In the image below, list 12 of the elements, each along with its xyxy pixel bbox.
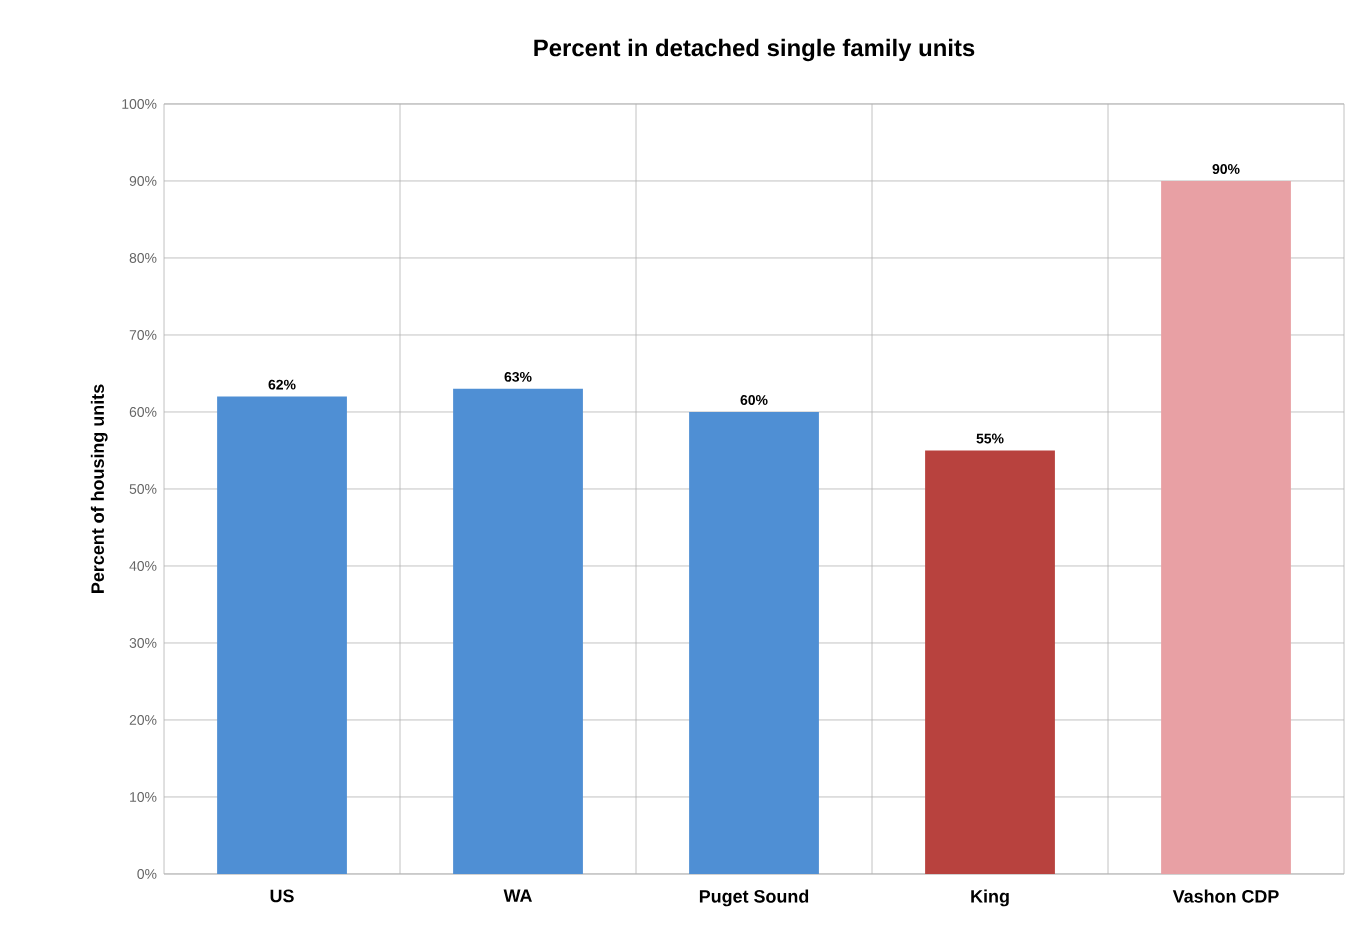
y-axis-title: Percent of housing units <box>90 384 108 593</box>
x-tick-label: US <box>270 889 294 903</box>
x-tick-label: Vashon CDP <box>1172 889 1279 903</box>
bar <box>1161 180 1291 874</box>
bar <box>925 450 1055 874</box>
bar <box>689 411 819 874</box>
x-tick-label: WA <box>503 889 532 902</box>
chart-title: Percent in detached single family units <box>534 38 975 62</box>
x-tick-label: Puget Sound <box>699 889 809 907</box>
bar <box>217 396 347 874</box>
bar <box>453 388 583 874</box>
x-tick-label: King <box>971 889 1009 907</box>
